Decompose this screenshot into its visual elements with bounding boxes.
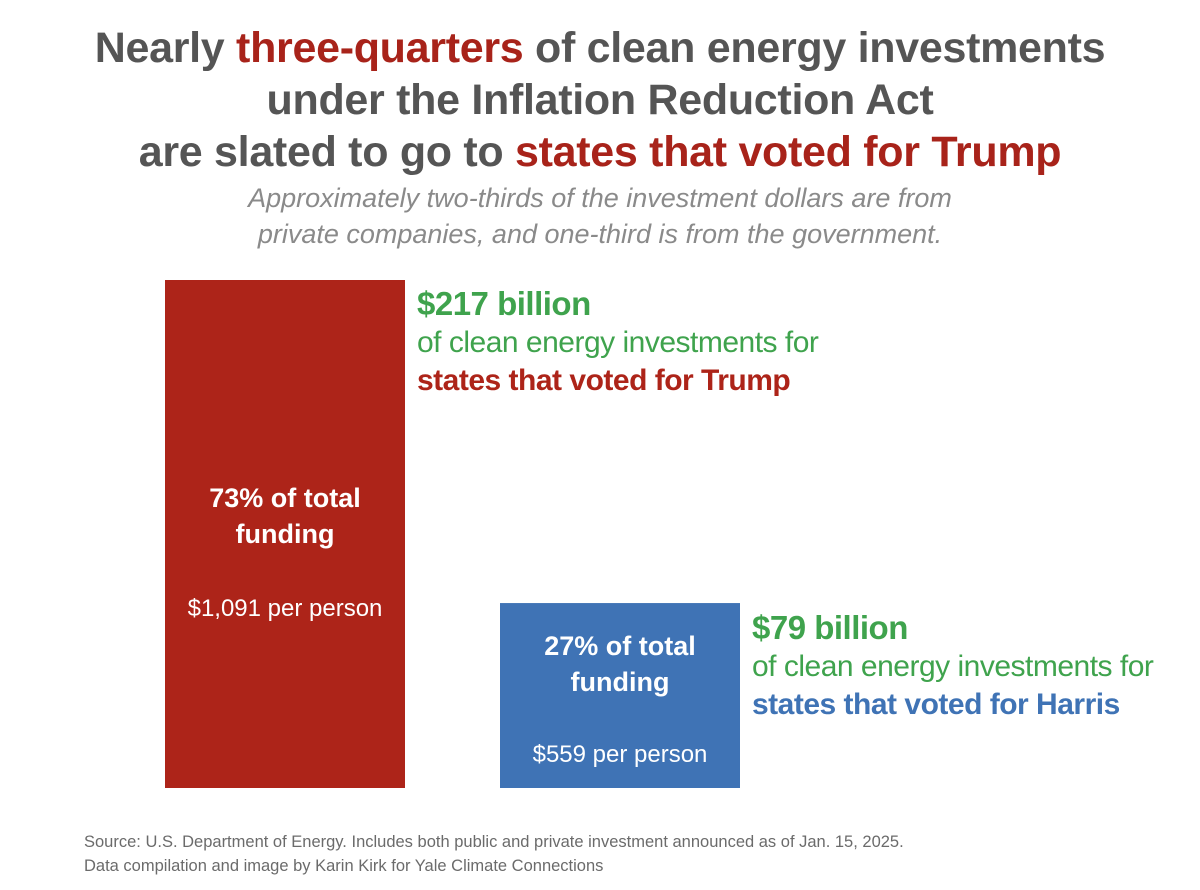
subtitle-line-1: Approximately two-thirds of the investme… bbox=[248, 183, 952, 213]
title-text: of clean energy investments bbox=[523, 24, 1106, 72]
source-note: Source: U.S. Department of Energy. Inclu… bbox=[84, 830, 904, 878]
bar-chart: 73% of total funding $1,091 per person 27% … bbox=[165, 280, 740, 788]
title-line-3: are slated to go to states that voted fo… bbox=[0, 126, 1200, 178]
trump-states-label: states that voted for Trump bbox=[417, 364, 791, 397]
trump-amount-label: $217 billion bbox=[417, 285, 591, 322]
title-line-1: Nearly three-quarters of clean energy in… bbox=[0, 22, 1200, 74]
title-highlight: three-quarters bbox=[236, 24, 524, 72]
source-line-1: Source: U.S. Department of Energy. Inclu… bbox=[84, 833, 904, 851]
trump-bar bbox=[165, 280, 405, 788]
chart-subtitle: Approximately two-thirds of the investme… bbox=[0, 180, 1200, 252]
title-text: Nearly bbox=[94, 24, 237, 72]
harris-pct-label-line1: 27% of total bbox=[544, 631, 696, 661]
trump-per-person-label: $1,091 per person bbox=[188, 595, 383, 622]
harris-description-label: of clean energy investments for bbox=[752, 650, 1154, 683]
harris-per-person-label: $559 per person bbox=[533, 741, 708, 768]
harris-label-block: $79 billion of clean energy investments … bbox=[752, 608, 1154, 724]
trump-description-label: of clean energy investments for bbox=[417, 326, 819, 359]
harris-amount-label: $79 billion bbox=[752, 609, 908, 646]
title-line-2: under the Inflation Reduction Act bbox=[266, 76, 934, 124]
title-text: are slated to go to bbox=[138, 128, 516, 176]
trump-pct-label-line2: funding bbox=[236, 519, 335, 549]
source-line-2: Data compilation and image by Karin Kirk… bbox=[84, 857, 604, 875]
harris-pct-label-line2: funding bbox=[571, 667, 670, 697]
title-highlight: states that voted for Trump bbox=[515, 128, 1062, 176]
harris-states-label: states that voted for Harris bbox=[752, 688, 1120, 721]
trump-pct-label-line1: 73% of total bbox=[209, 483, 361, 513]
chart-title: Nearly three-quarters of clean energy in… bbox=[0, 22, 1200, 178]
subtitle-line-2: private companies, and one-third is from… bbox=[257, 219, 943, 249]
harris-bar bbox=[500, 603, 740, 788]
trump-label-block: $217 billion of clean energy investments… bbox=[417, 284, 819, 400]
